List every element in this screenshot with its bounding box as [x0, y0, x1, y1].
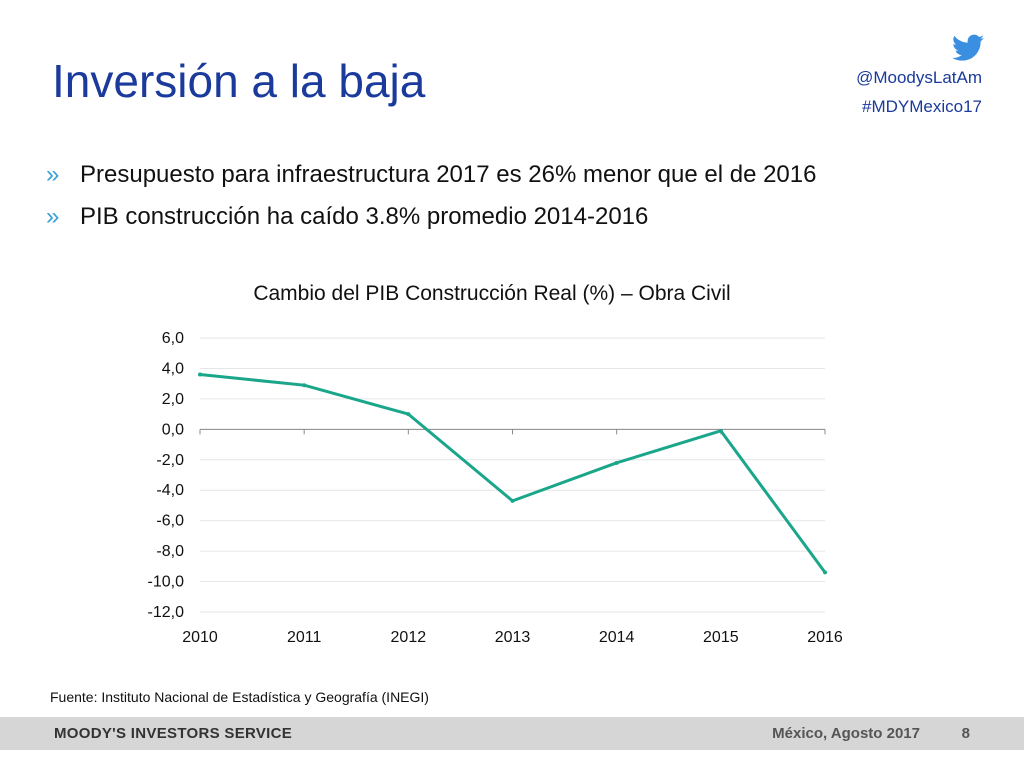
x-tick-label: 2016	[807, 629, 843, 646]
y-tick-label: 2,0	[162, 391, 184, 408]
bullet-item: » PIB construcción ha caído 3.8% promedi…	[46, 196, 816, 238]
hashtag[interactable]: #MDYMexico17	[862, 97, 982, 116]
footer-date: México, Agosto 2017	[772, 725, 920, 742]
y-tick-label: -8,0	[156, 543, 184, 560]
slide-title: Inversión a la baja	[52, 55, 426, 107]
data-point	[718, 428, 723, 433]
y-tick-label: -4,0	[156, 482, 184, 499]
y-tick-label: -6,0	[156, 513, 184, 530]
x-tick-label: 2013	[495, 629, 531, 646]
y-tick-label: 6,0	[162, 330, 184, 347]
y-tick-label: 0,0	[162, 421, 184, 438]
brand-name: MOODY'S INVESTORS SERVICE	[54, 725, 293, 742]
source-note: Fuente: Instituto Nacional de Estadístic…	[50, 689, 429, 705]
twitter-bird-icon	[952, 34, 984, 61]
x-tick-label: 2014	[599, 629, 635, 646]
bullet-text: Presupuesto para infraestructura 2017 es…	[80, 161, 817, 188]
data-point	[510, 498, 515, 503]
y-tick-label: -12,0	[148, 604, 185, 621]
x-tick-label: 2012	[391, 629, 427, 646]
bullet-marker: »	[46, 161, 60, 188]
data-point	[198, 372, 202, 377]
x-tick-label: 2015	[703, 629, 739, 646]
page-number: 8	[961, 725, 970, 742]
chart-title: Cambio del PIB Construcción Real (%) – O…	[253, 282, 731, 305]
data-point	[406, 412, 411, 417]
bullet-marker: »	[46, 203, 60, 230]
y-tick-label: -10,0	[148, 574, 185, 591]
y-tick-label: 4,0	[162, 360, 184, 377]
x-tick-label: 2010	[182, 629, 218, 646]
data-point	[823, 570, 827, 575]
data-point	[302, 383, 307, 388]
footer-bar: MOODY'S INVESTORS SERVICE México, Agosto…	[0, 717, 1024, 750]
line-chart: 6,0 4,0 2,0 0,0 -2,0 -4,0 -6,0 -8,0 -10,0 -12,0 20…	[148, 330, 843, 646]
series-line	[199, 373, 827, 574]
bullet-text: PIB construcción ha caído 3.8% promedio …	[80, 203, 649, 230]
twitter-handle[interactable]: @MoodysLatAm	[856, 68, 982, 87]
bullet-list: » Presupuesto para infraestructura 2017 …	[46, 154, 816, 238]
x-tick-label: 2011	[287, 629, 322, 646]
data-point	[614, 460, 619, 465]
bullet-item: » Presupuesto para infraestructura 2017 …	[46, 154, 816, 196]
y-tick-label: -2,0	[156, 452, 184, 469]
